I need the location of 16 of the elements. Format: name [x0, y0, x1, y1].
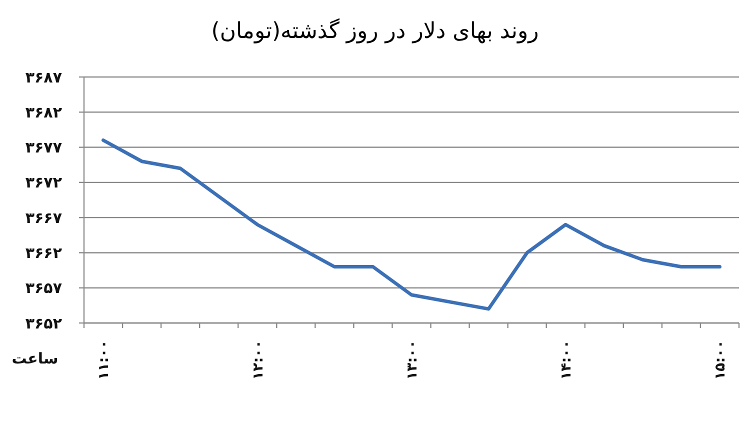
y-tick-label: ۳۶۶۲	[25, 244, 62, 262]
x-tick-label: ۱۳:۰۰	[404, 340, 420, 380]
y-tick-label: ۳۶۸۷	[25, 68, 62, 86]
line-series	[102, 138, 722, 311]
x-axis-title: ساعت	[12, 349, 58, 368]
x-tick-label: ۱۲:۰۰	[250, 340, 266, 380]
x-tick-label: ۱۱:۰۰	[96, 340, 112, 380]
y-tick-label: ۳۶۵۷	[25, 279, 62, 298]
y-tick-label: ۳۶۷۷	[25, 138, 62, 157]
y-tick-label: ۳۶۸۲	[25, 103, 62, 122]
y-tick-label: ۳۶۷۲	[25, 174, 62, 192]
x-tick-label: ۱۴:۰۰	[558, 340, 575, 380]
chart-title: روند بهای دلار در روز گذشته(تومان)	[211, 18, 539, 44]
y-tick-label: ۳۶۵۲	[25, 314, 62, 332]
y-tick-label: ۳۶۶۷	[25, 208, 62, 227]
x-tick-label: ۱۵:۰۰	[712, 340, 729, 380]
